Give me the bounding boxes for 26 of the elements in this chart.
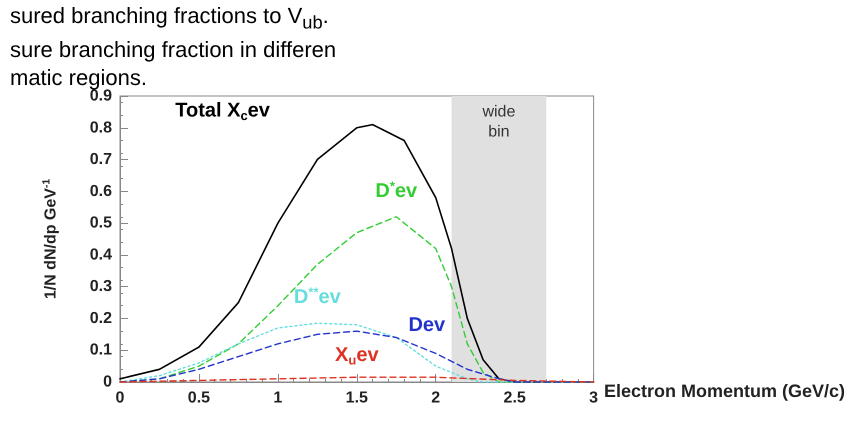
y-axis-title: 1/N dN/dp GeV-1	[42, 178, 60, 300]
y-tick-label: 0.5	[90, 214, 112, 232]
y-tick-label: 0.9	[90, 88, 112, 104]
text: sure branching fraction in differen	[10, 36, 338, 64]
text: matic regions.	[10, 64, 148, 90]
series-label: Dev	[408, 314, 446, 336]
series-label: D*ev	[375, 178, 418, 202]
y-tick-label: 0.1	[90, 342, 112, 359]
x-tick-label: 2	[431, 390, 440, 406]
y-tick-label: 0.7	[90, 151, 112, 168]
series-label: D**ev	[294, 284, 342, 308]
y-tick-label: 0	[103, 374, 112, 390]
x-tick-label: 0	[116, 390, 125, 406]
x-tick-label: 2.5	[504, 390, 526, 406]
x-tick-label: 0.5	[188, 390, 210, 406]
text: sured branching fractions to V$_{ub}$.	[10, 2, 330, 34]
x-tick-label: 1	[273, 390, 282, 406]
y-tick-label: 0.8	[90, 119, 112, 136]
x-tick-label: 3	[589, 390, 598, 406]
y-tick-label: 0.4	[90, 246, 112, 264]
y-tick-label: 0.2	[90, 310, 112, 327]
band-label: wide bin	[481, 104, 516, 140]
x-tick-label: 1.5	[346, 390, 368, 406]
x-axis-title: Electron Momentum (GeV/c)	[604, 381, 846, 401]
y-tick-label: 0.3	[90, 278, 112, 296]
y-tick-label: 0.6	[90, 182, 112, 200]
